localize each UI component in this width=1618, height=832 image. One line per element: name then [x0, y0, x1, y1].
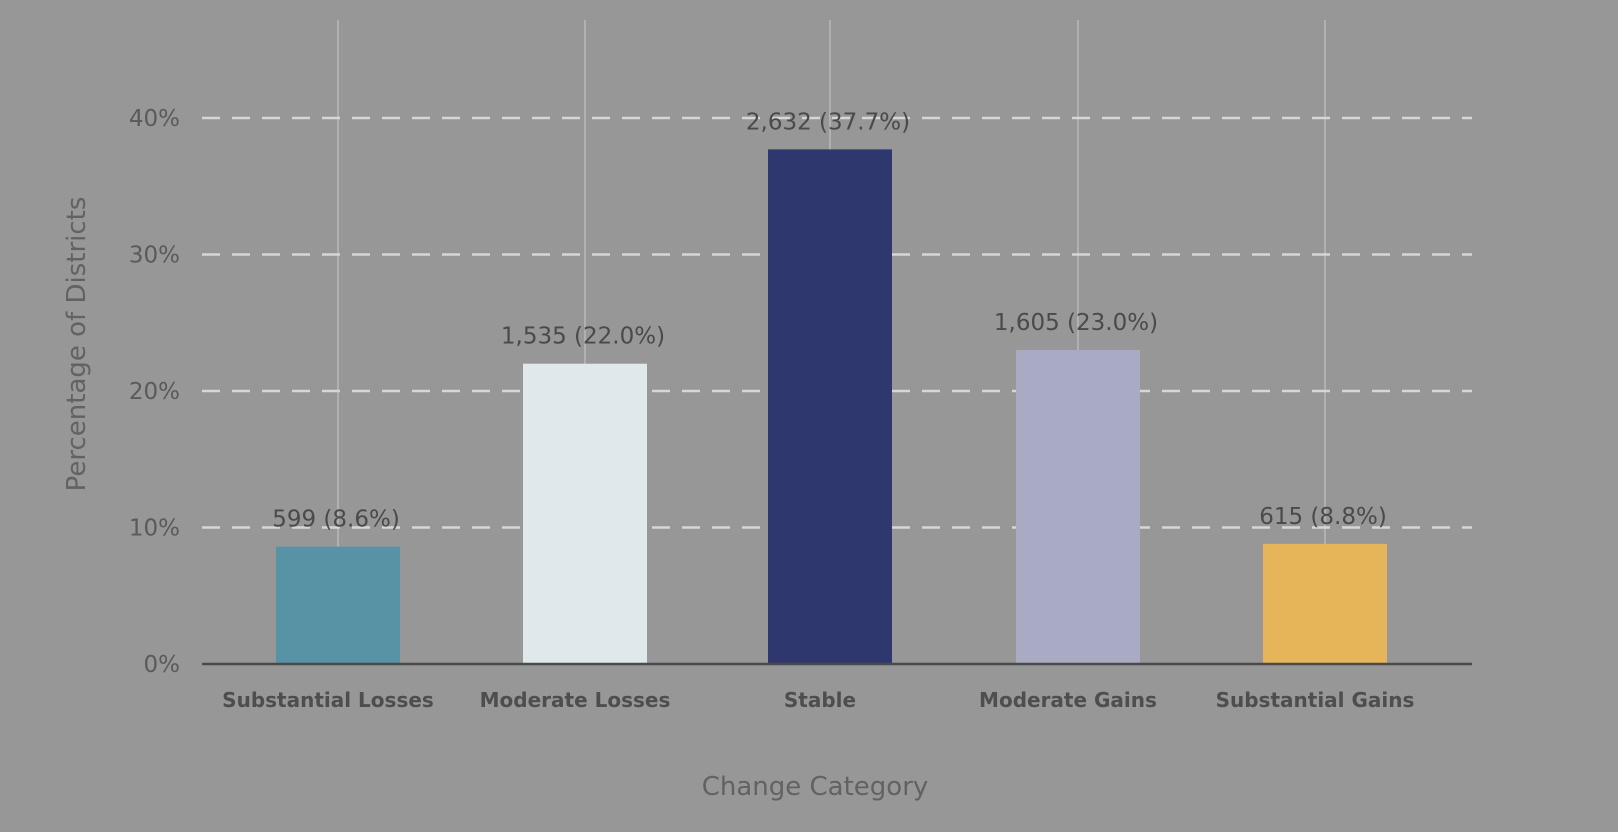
x-tick-label: Moderate Gains	[979, 688, 1157, 712]
y-axis-title: Percentage of Districts	[62, 197, 92, 492]
data-label: 599 (8.6%)	[272, 507, 400, 533]
x-tick-label: Substantial Losses	[222, 688, 434, 712]
bar	[276, 546, 400, 664]
data-label: 2,632 (37.7%)	[746, 109, 910, 135]
data-label: 1,535 (22.0%)	[501, 324, 665, 350]
x-tick-label: Substantial Gains	[1216, 688, 1415, 712]
x-tick-label: Stable	[784, 688, 856, 712]
y-tick-label: 20%	[129, 379, 180, 405]
y-tick-label: 30%	[129, 243, 180, 269]
y-tick-label: 0%	[144, 652, 181, 678]
x-tick-labels: Substantial Losses Moderate Losses Stable M…	[222, 688, 1414, 712]
y-tick-label: 40%	[129, 106, 180, 132]
data-labels: 599 (8.6%) 1,535 (22.0%) 2,632 (37.7%) 1,60…	[272, 109, 1387, 532]
bar	[1263, 543, 1387, 664]
bar	[1016, 350, 1140, 664]
bar	[523, 363, 647, 664]
x-tick-label: Moderate Losses	[480, 688, 671, 712]
y-tick-label: 10%	[129, 516, 180, 542]
bar	[768, 149, 892, 664]
bars	[276, 149, 1387, 664]
x-axis-title: Change Category	[702, 772, 929, 802]
data-label: 615 (8.8%)	[1259, 504, 1387, 530]
data-label: 1,605 (23.0%)	[994, 310, 1158, 336]
y-tick-labels: 0% 10% 20% 30% 40%	[129, 106, 180, 678]
